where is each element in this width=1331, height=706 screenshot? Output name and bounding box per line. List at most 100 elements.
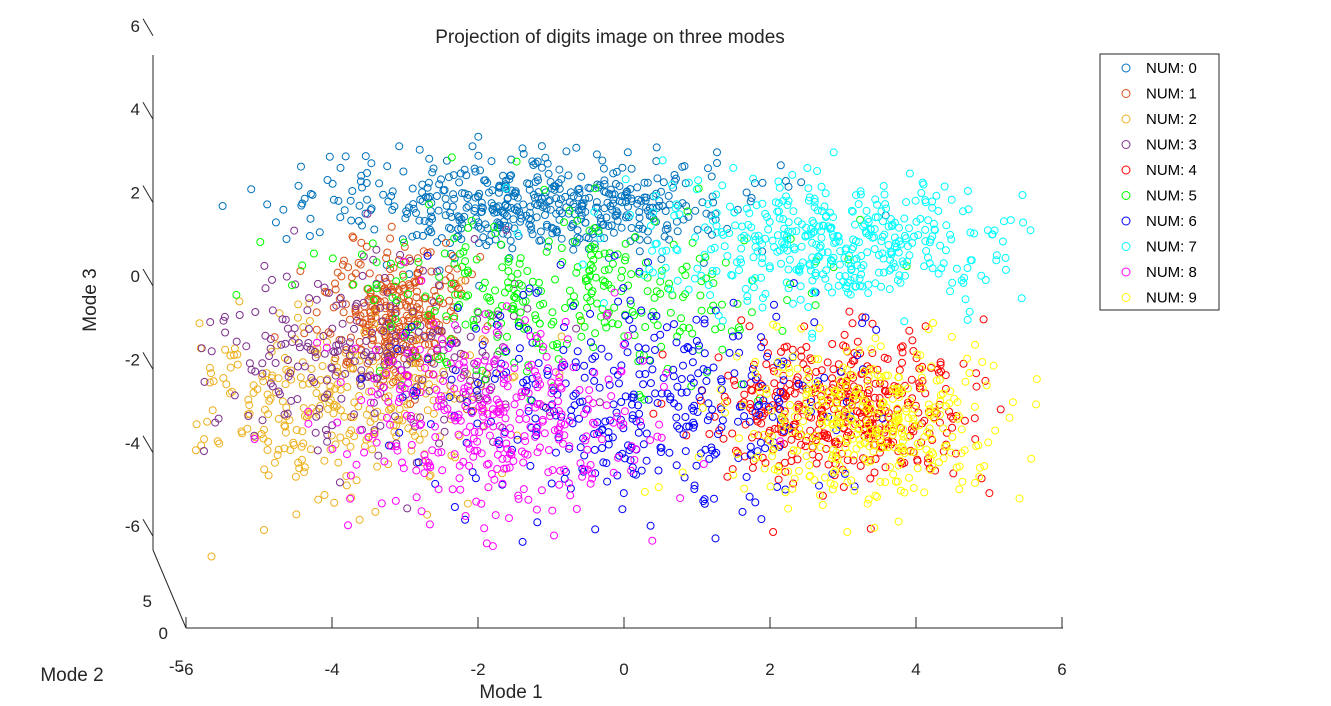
data-point [641, 344, 650, 353]
data-point [375, 346, 384, 355]
data-point [348, 232, 357, 241]
data-point [341, 300, 350, 309]
data-point [775, 183, 784, 192]
data-point [357, 366, 366, 375]
data-point [850, 349, 859, 357]
data-point [723, 472, 732, 481]
data-point [908, 336, 917, 345]
data-point [407, 322, 416, 331]
data-point [642, 429, 651, 438]
data-point [548, 184, 556, 193]
data-point [678, 162, 687, 171]
data-point [784, 504, 793, 513]
data-point [810, 260, 819, 269]
data-point [500, 464, 508, 473]
data-point [818, 491, 827, 500]
data-point [609, 169, 618, 178]
data-point [421, 340, 430, 349]
data-point [781, 390, 790, 399]
data-point [260, 526, 268, 534]
data-point [870, 225, 879, 234]
data-point [810, 197, 819, 206]
data-point [498, 263, 507, 272]
data-point [803, 409, 812, 418]
data-point [581, 436, 590, 445]
data-point [565, 206, 574, 215]
data-point [370, 426, 379, 435]
z-tick-mark [142, 185, 154, 203]
data-point [546, 412, 554, 420]
data-point [602, 323, 611, 332]
data-point [535, 278, 543, 287]
data-point [793, 364, 802, 373]
data-point [577, 332, 586, 341]
data-point [401, 342, 410, 350]
data-point [586, 184, 595, 193]
data-point [437, 448, 446, 457]
data-point [323, 430, 332, 439]
data-point [761, 209, 770, 218]
data-point [387, 285, 396, 294]
data-point [261, 405, 269, 414]
data-point [787, 435, 796, 444]
data-point [467, 409, 476, 417]
data-point [635, 221, 644, 230]
data-point [235, 311, 244, 319]
data-point [429, 409, 438, 418]
data-point [604, 352, 613, 361]
data-point [494, 307, 503, 316]
data-point [500, 288, 509, 297]
z-tick-mark [142, 18, 154, 37]
data-point [490, 357, 499, 366]
data-point [466, 377, 475, 385]
data-point [523, 267, 532, 275]
data-point [718, 416, 727, 425]
data-point [580, 322, 589, 331]
data-point [788, 227, 797, 236]
data-point [710, 494, 718, 503]
data-point [561, 304, 569, 312]
data-point [397, 293, 406, 302]
data-point [599, 281, 608, 290]
data-point [866, 457, 875, 466]
data-point [445, 393, 454, 402]
data-point [627, 270, 636, 279]
data-point [640, 178, 649, 187]
data-point [950, 394, 959, 403]
data-point [768, 401, 777, 410]
data-point [518, 144, 527, 153]
data-point [560, 465, 569, 474]
data-point [783, 296, 792, 305]
data-point [430, 307, 439, 315]
data-point [384, 358, 393, 367]
data-point [445, 223, 453, 232]
data-point [572, 268, 581, 277]
data-point [796, 262, 805, 271]
data-point [977, 474, 986, 483]
data-point [197, 344, 206, 353]
data-point [780, 240, 789, 248]
data-point [251, 308, 260, 316]
data-point [396, 260, 405, 269]
data-point [873, 200, 882, 209]
data-point [207, 347, 216, 356]
data-point [484, 309, 493, 318]
data-point [632, 445, 640, 454]
data-point [360, 442, 369, 451]
data-point [802, 390, 811, 399]
data-point [294, 300, 303, 309]
data-point [398, 416, 407, 425]
data-point [384, 197, 393, 206]
data-point [464, 439, 473, 448]
data-point [258, 416, 267, 425]
data-point [341, 369, 350, 378]
data-point [774, 177, 783, 186]
data-point [519, 290, 528, 299]
data-point [947, 332, 956, 341]
data-point [411, 431, 419, 440]
data-point [600, 176, 609, 185]
data-point [519, 378, 528, 387]
data-point [866, 474, 875, 483]
data-point [602, 401, 611, 410]
data-point [794, 379, 803, 388]
